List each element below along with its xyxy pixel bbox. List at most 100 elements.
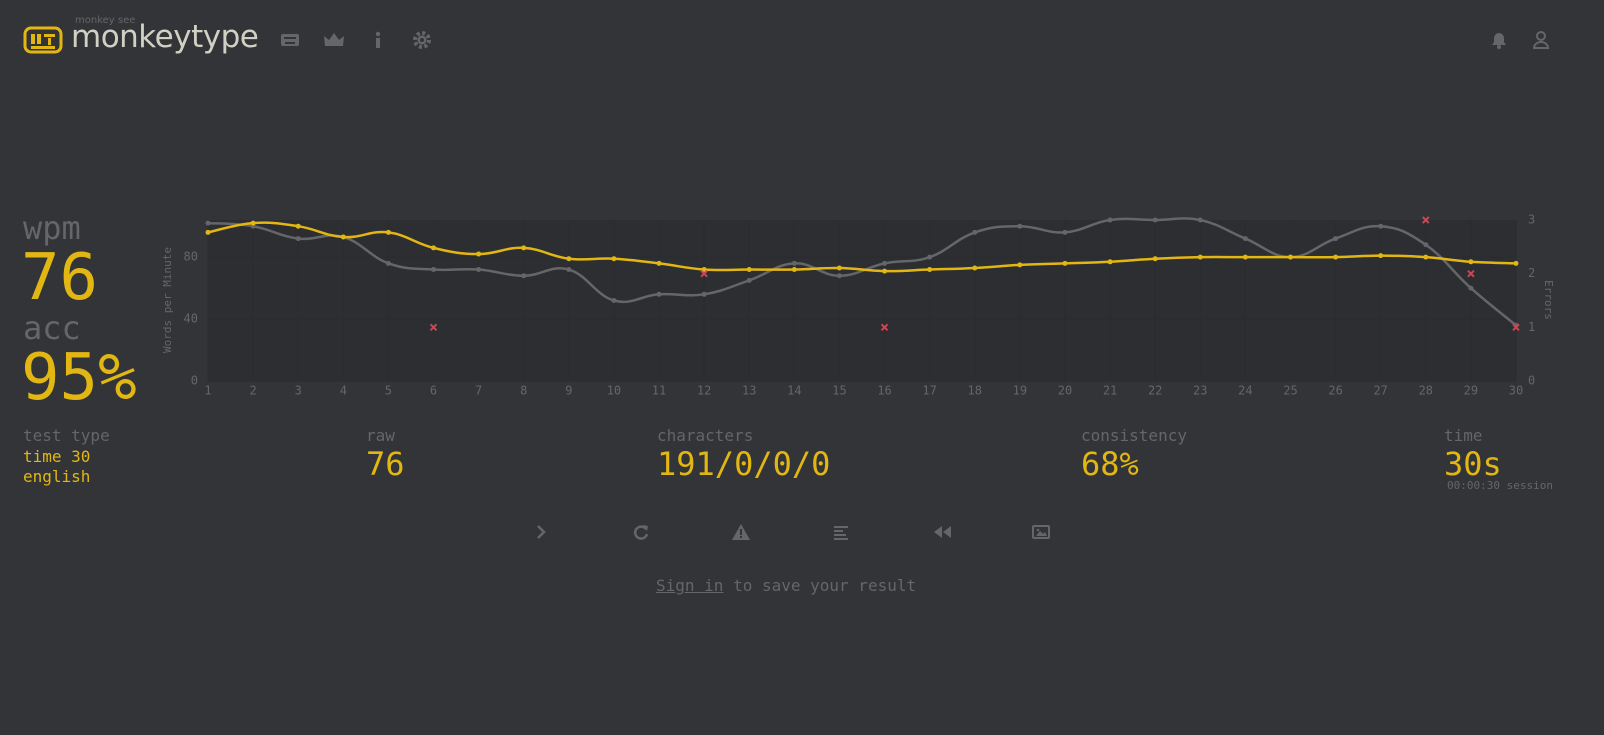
series-point: [1468, 285, 1474, 291]
series-point: [746, 267, 752, 273]
error-marker: [700, 269, 708, 278]
series-point: [791, 260, 797, 266]
about-icon[interactable]: [375, 31, 381, 48]
series-point: [1513, 260, 1519, 266]
x-tick-label: 5: [385, 384, 392, 398]
x-tick-label: 30: [1509, 384, 1523, 398]
replay-button[interactable]: [931, 522, 953, 542]
account-icons: [1492, 31, 1550, 49]
y2-tick-label: 2: [1528, 266, 1535, 280]
x-tick-label: 21: [1103, 384, 1117, 398]
series-point: [972, 229, 978, 235]
x-tick-label: 24: [1238, 384, 1252, 398]
series-point: [431, 267, 437, 273]
series-point: [882, 268, 888, 274]
y2-tick-label: 0: [1528, 374, 1535, 388]
series-point: [1423, 242, 1429, 248]
series-point: [566, 267, 572, 273]
x-tick-label: 27: [1373, 384, 1387, 398]
series-point: [1468, 259, 1474, 265]
error-marker: [1512, 323, 1520, 332]
series-point: [1242, 236, 1248, 242]
series-point: [1333, 254, 1339, 260]
nav-icons: [281, 31, 431, 49]
test-type-value: time 30: [23, 447, 91, 466]
x-tick-label: 18: [968, 384, 982, 398]
series-point: [927, 267, 933, 273]
y2-axis-label: Errors: [1542, 280, 1555, 320]
time-label: time: [1444, 426, 1483, 445]
x-tick-label: 3: [295, 384, 302, 398]
series-point: [1197, 217, 1203, 223]
series-point: [385, 229, 391, 235]
error-marker: [880, 323, 889, 332]
logo-icon[interactable]: [23, 26, 63, 54]
test-language: english: [23, 467, 91, 486]
x-tick-label: 7: [475, 384, 482, 398]
y-tick-label: 80: [184, 250, 198, 264]
series-point: [1107, 259, 1113, 265]
series-point: [205, 220, 211, 226]
series-point: [746, 277, 752, 283]
series-point: [1062, 260, 1068, 266]
x-tick-label: 16: [877, 384, 891, 398]
logo-text[interactable]: monkeytype: [71, 19, 259, 55]
series-point: [1197, 254, 1203, 260]
x-tick-label: 1: [204, 384, 211, 398]
error-marker: [429, 323, 438, 332]
series-point: [476, 251, 482, 257]
time-value: 30s: [1444, 445, 1502, 483]
series-point: [566, 256, 572, 262]
next-test-button[interactable]: [531, 522, 551, 542]
save-result-text: to save your result: [733, 576, 917, 595]
x-tick-label: 9: [565, 384, 572, 398]
report-button[interactable]: [731, 522, 751, 542]
words-history-button[interactable]: [831, 522, 851, 542]
y2-tick-label: 3: [1528, 213, 1535, 227]
leaderboard-icon[interactable]: [324, 33, 344, 46]
series-point: [1107, 217, 1113, 223]
x-tick-label: 14: [787, 384, 801, 398]
series-point: [1152, 256, 1158, 262]
series-point: [882, 260, 888, 266]
x-tick-label: 23: [1193, 384, 1207, 398]
series-point: [701, 267, 707, 273]
acc-label: acc: [23, 309, 81, 347]
notifications-icon[interactable]: [1492, 33, 1506, 49]
series-point: [836, 265, 842, 271]
series-point: [295, 223, 301, 229]
series-point: [611, 256, 617, 262]
series-point: [340, 234, 346, 240]
characters-value: 191/0/0/0: [657, 445, 831, 483]
x-tick-label: 8: [520, 384, 527, 398]
sign-in-link[interactable]: Sign in: [656, 576, 724, 595]
y-tick-label: 0: [191, 374, 198, 388]
x-tick-label: 26: [1328, 384, 1342, 398]
series-point: [972, 265, 978, 271]
series-point: [1152, 217, 1158, 223]
consistency-label: consistency: [1081, 426, 1187, 445]
series-point: [1423, 254, 1429, 260]
settings-icon[interactable]: [413, 31, 431, 49]
raw-label: raw: [366, 426, 395, 445]
screenshot-button[interactable]: [1031, 522, 1051, 542]
account-icon[interactable]: [1532, 31, 1550, 49]
chart: Words per Minute Errors 1 2 3 4 5 6 7 8 9 10 11 12 1…: [161, 213, 1555, 398]
x-tick-label: 13: [742, 384, 756, 398]
series-point: [1062, 229, 1068, 235]
series-point: [385, 260, 391, 266]
series-point: [1017, 223, 1023, 229]
keyboard-icon[interactable]: [281, 34, 299, 46]
series-point: [521, 245, 527, 251]
raw-value: 76: [366, 445, 405, 483]
x-tick-label: 15: [832, 384, 846, 398]
x-tick-label: 20: [1058, 384, 1072, 398]
wpm-value: 76: [21, 241, 99, 315]
series-point: [1017, 262, 1023, 268]
consistency-value: 68%: [1081, 445, 1139, 483]
tagline: monkey see: [75, 15, 136, 26]
sign-in-row: Sign in to save your result: [656, 576, 916, 595]
restart-button[interactable]: [631, 522, 651, 542]
series-point: [521, 273, 527, 279]
